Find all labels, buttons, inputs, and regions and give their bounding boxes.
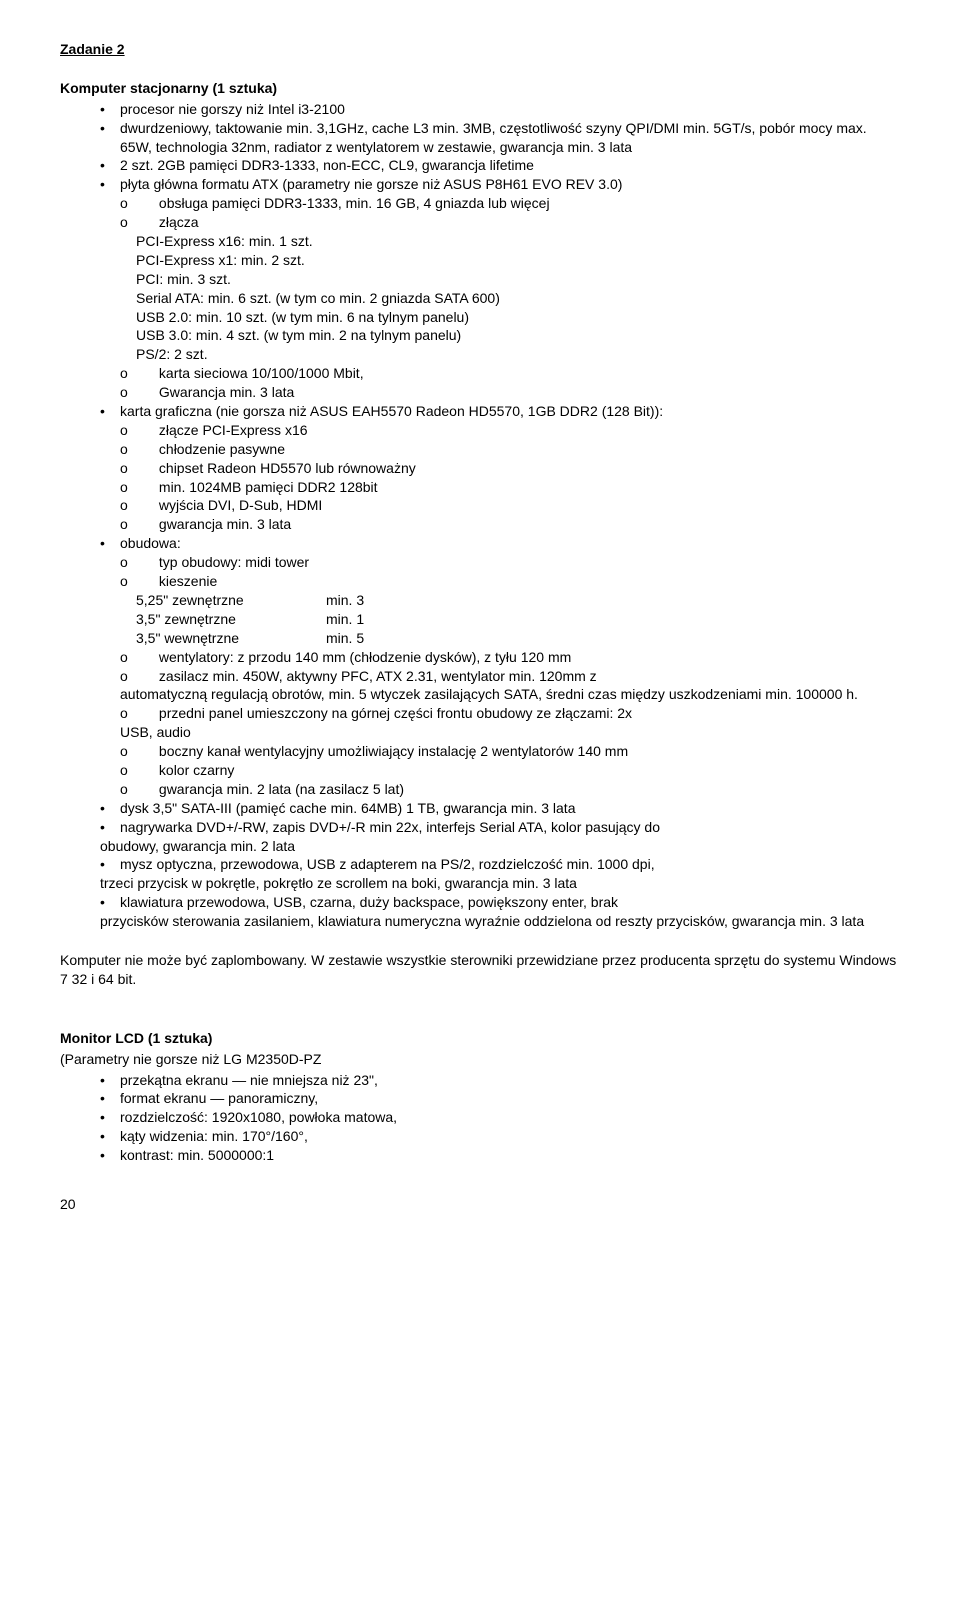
sub-item: o karta sieciowa 10/100/1000 Mbit,: [120, 364, 900, 383]
sub-item: o kieszenie: [120, 572, 900, 591]
sub-list: o obsługa pamięci DDR3-1333, min. 16 GB,…: [60, 194, 900, 232]
sub-item: o przedni panel umieszczony na górnej cz…: [120, 704, 900, 723]
sub-list: o wentylatory: z przodu 140 mm (chłodzen…: [60, 648, 900, 799]
spec-continuation: obudowy, gwarancja min. 2 lata: [60, 837, 900, 856]
checkbox-item: 3,5" zewnętrznemin. 1: [120, 610, 900, 629]
spec-item: klawiatura przewodowa, USB, czarna, duży…: [120, 893, 900, 912]
spec-item: obudowa:: [120, 534, 900, 553]
sub-item-continuation: automatyczną regulacją obrotów, min. 5 w…: [120, 685, 900, 704]
sub-list: o złącze PCI-Express x16 o chłodzenie pa…: [60, 421, 900, 534]
spec-item: płyta główna formatu ATX (parametry nie …: [120, 175, 900, 194]
checkbox-item: 5,25" zewnętrznemin. 3: [120, 591, 900, 610]
sub-item: o zasilacz min. 450W, aktywny PFC, ATX 2…: [120, 667, 900, 686]
spec-item: procesor nie gorszy niż Intel i3-2100: [120, 100, 900, 119]
monitor-spec-list: przekątna ekranu — nie mniejsza niż 23",…: [60, 1071, 900, 1165]
sub-item: o wentylatory: z przodu 140 mm (chłodzen…: [120, 648, 900, 667]
page-number: 20: [60, 1195, 900, 1214]
spec-item: mysz optyczna, przewodowa, USB z adapter…: [120, 855, 900, 874]
spec-list: mysz optyczna, przewodowa, USB z adapter…: [60, 855, 900, 874]
spec-list: procesor nie gorszy niż Intel i3-2100 dw…: [60, 100, 900, 194]
checkbox-list: PCI-Express x16: min. 1 szt. PCI-Express…: [60, 232, 900, 364]
task-title: Zadanie 2: [60, 40, 900, 59]
spec-item: rozdzielczość: 1920x1080, powłoka matowa…: [120, 1108, 900, 1127]
spec-item: przekątna ekranu — nie mniejsza niż 23",: [120, 1071, 900, 1090]
sub-item: o Gwarancja min. 3 lata: [120, 383, 900, 402]
sub-item: o złącza: [120, 213, 900, 232]
spec-item: 2 szt. 2GB pamięci DDR3-1333, non-ECC, C…: [120, 156, 900, 175]
checkbox-item: PCI: min. 3 szt.: [120, 270, 900, 289]
sub-item: o typ obudowy: midi tower: [120, 553, 900, 572]
spec-item: nagrywarka DVD+/-RW, zapis DVD+/-R min 2…: [120, 818, 900, 837]
section-heading-monitor: Monitor LCD (1 sztuka): [60, 1029, 900, 1048]
spec-list: karta graficzna (nie gorsza niż ASUS EAH…: [60, 402, 900, 421]
spec-item: karta graficzna (nie gorsza niż ASUS EAH…: [120, 402, 900, 421]
checkbox-item: USB 3.0: min. 4 szt. (w tym min. 2 na ty…: [120, 326, 900, 345]
spec-list: obudowa:: [60, 534, 900, 553]
sub-item: o chipset Radeon HD5570 lub równoważny: [120, 459, 900, 478]
sub-item: o min. 1024MB pamięci DDR2 128bit: [120, 478, 900, 497]
spec-item: format ekranu — panoramiczny,: [120, 1089, 900, 1108]
checkbox-item: 3,5" wewnętrznemin. 5: [120, 629, 900, 648]
sub-item: o obsługa pamięci DDR3-1333, min. 16 GB,…: [120, 194, 900, 213]
spec-list: dysk 3,5" SATA-III (pamięć cache min. 64…: [60, 799, 900, 837]
spec-continuation: trzeci przycisk w pokrętle, pokrętło ze …: [60, 874, 900, 893]
sub-list: o typ obudowy: midi tower o kieszenie: [60, 553, 900, 591]
sub-list: o karta sieciowa 10/100/1000 Mbit, o Gwa…: [60, 364, 900, 402]
sub-item: o złącze PCI-Express x16: [120, 421, 900, 440]
checkbox-item: Serial ATA: min. 6 szt. (w tym co min. 2…: [120, 289, 900, 308]
spec-item: dwurdzeniowy, taktowanie min. 3,1GHz, ca…: [120, 119, 900, 157]
paragraph: Komputer nie może być zaplombowany. W ze…: [60, 951, 900, 989]
spec-continuation: przycisków sterowania zasilaniem, klawia…: [60, 912, 900, 931]
sub-item: o chłodzenie pasywne: [120, 440, 900, 459]
sub-item: o kolor czarny: [120, 761, 900, 780]
checkbox-list: 5,25" zewnętrznemin. 3 3,5" zewnętrznemi…: [60, 591, 900, 648]
checkbox-item: PS/2: 2 szt.: [120, 345, 900, 364]
spec-list: klawiatura przewodowa, USB, czarna, duży…: [60, 893, 900, 912]
spec-item: dysk 3,5" SATA-III (pamięć cache min. 64…: [120, 799, 900, 818]
section-subheading: (Parametry nie gorsze niż LG M2350D-PZ: [60, 1050, 900, 1069]
section-heading-computer: Komputer stacjonarny (1 sztuka): [60, 79, 900, 98]
sub-item: o gwarancja min. 2 lata (na zasilacz 5 l…: [120, 780, 900, 799]
spec-item: kontrast: min. 5000000:1: [120, 1146, 900, 1165]
spec-item: kąty widzenia: min. 170°/160°,: [120, 1127, 900, 1146]
checkbox-item: PCI-Express x16: min. 1 szt.: [120, 232, 900, 251]
checkbox-item: USB 2.0: min. 10 szt. (w tym min. 6 na t…: [120, 308, 900, 327]
sub-item-continuation: USB, audio: [120, 723, 900, 742]
sub-item: o gwarancja min. 3 lata: [120, 515, 900, 534]
sub-item: o boczny kanał wentylacyjny umożliwiając…: [120, 742, 900, 761]
checkbox-item: PCI-Express x1: min. 2 szt.: [120, 251, 900, 270]
sub-item: o wyjścia DVI, D-Sub, HDMI: [120, 496, 900, 515]
